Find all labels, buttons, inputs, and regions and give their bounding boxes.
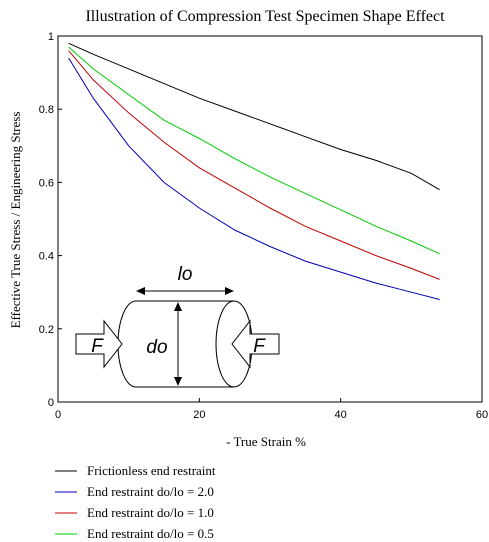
y-tick-label: 0.2 [39, 324, 54, 336]
specimen-diagram: lo do F F [75, 264, 280, 388]
legend-label-3: End restraint do/lo = 0.5 [87, 526, 214, 541]
force-label-left: F [91, 336, 104, 357]
diameter-label: do [146, 337, 167, 358]
force-label-right: F [253, 336, 266, 357]
chart-title: Illustration of Compression Test Specime… [85, 8, 445, 25]
x-tick-label: 20 [193, 409, 205, 421]
y-tick-label: 0 [48, 397, 54, 409]
series-lines [68, 42, 440, 300]
y-tick-label: 0.8 [39, 104, 54, 116]
legend: Frictionless end restraint End restraint … [55, 463, 216, 541]
legend-label-1: End restraint do/lo = 2.0 [87, 484, 214, 499]
x-tick-label: 60 [476, 409, 488, 421]
axis-ticks: 0 20 40 60 0 0.2 0.4 0.6 0.8 1 [39, 31, 488, 421]
y-tick-label: 0.6 [39, 177, 54, 189]
series-line-1 [68, 57, 440, 300]
y-axis-label: Effective True Stress / Engineering Stre… [8, 112, 23, 329]
y-tick-label: 0.4 [39, 251, 54, 263]
specimen-cylinder-back-edge [215, 300, 235, 388]
x-tick-label: 0 [55, 409, 61, 421]
length-label: lo [178, 264, 193, 285]
series-line-0 [68, 42, 440, 191]
x-tick-label: 40 [335, 409, 347, 421]
series-line-2 [68, 50, 440, 280]
x-axis-label: - True Strain % [226, 434, 306, 449]
plot-area [57, 35, 483, 403]
legend-label-2: End restraint do/lo = 1.0 [87, 505, 214, 520]
legend-label-0: Frictionless end restraint [87, 463, 216, 478]
force-arrow-left [75, 319, 123, 369]
series-line-3 [68, 46, 440, 255]
y-tick-label: 1 [48, 31, 54, 43]
force-arrow-right [231, 319, 280, 369]
